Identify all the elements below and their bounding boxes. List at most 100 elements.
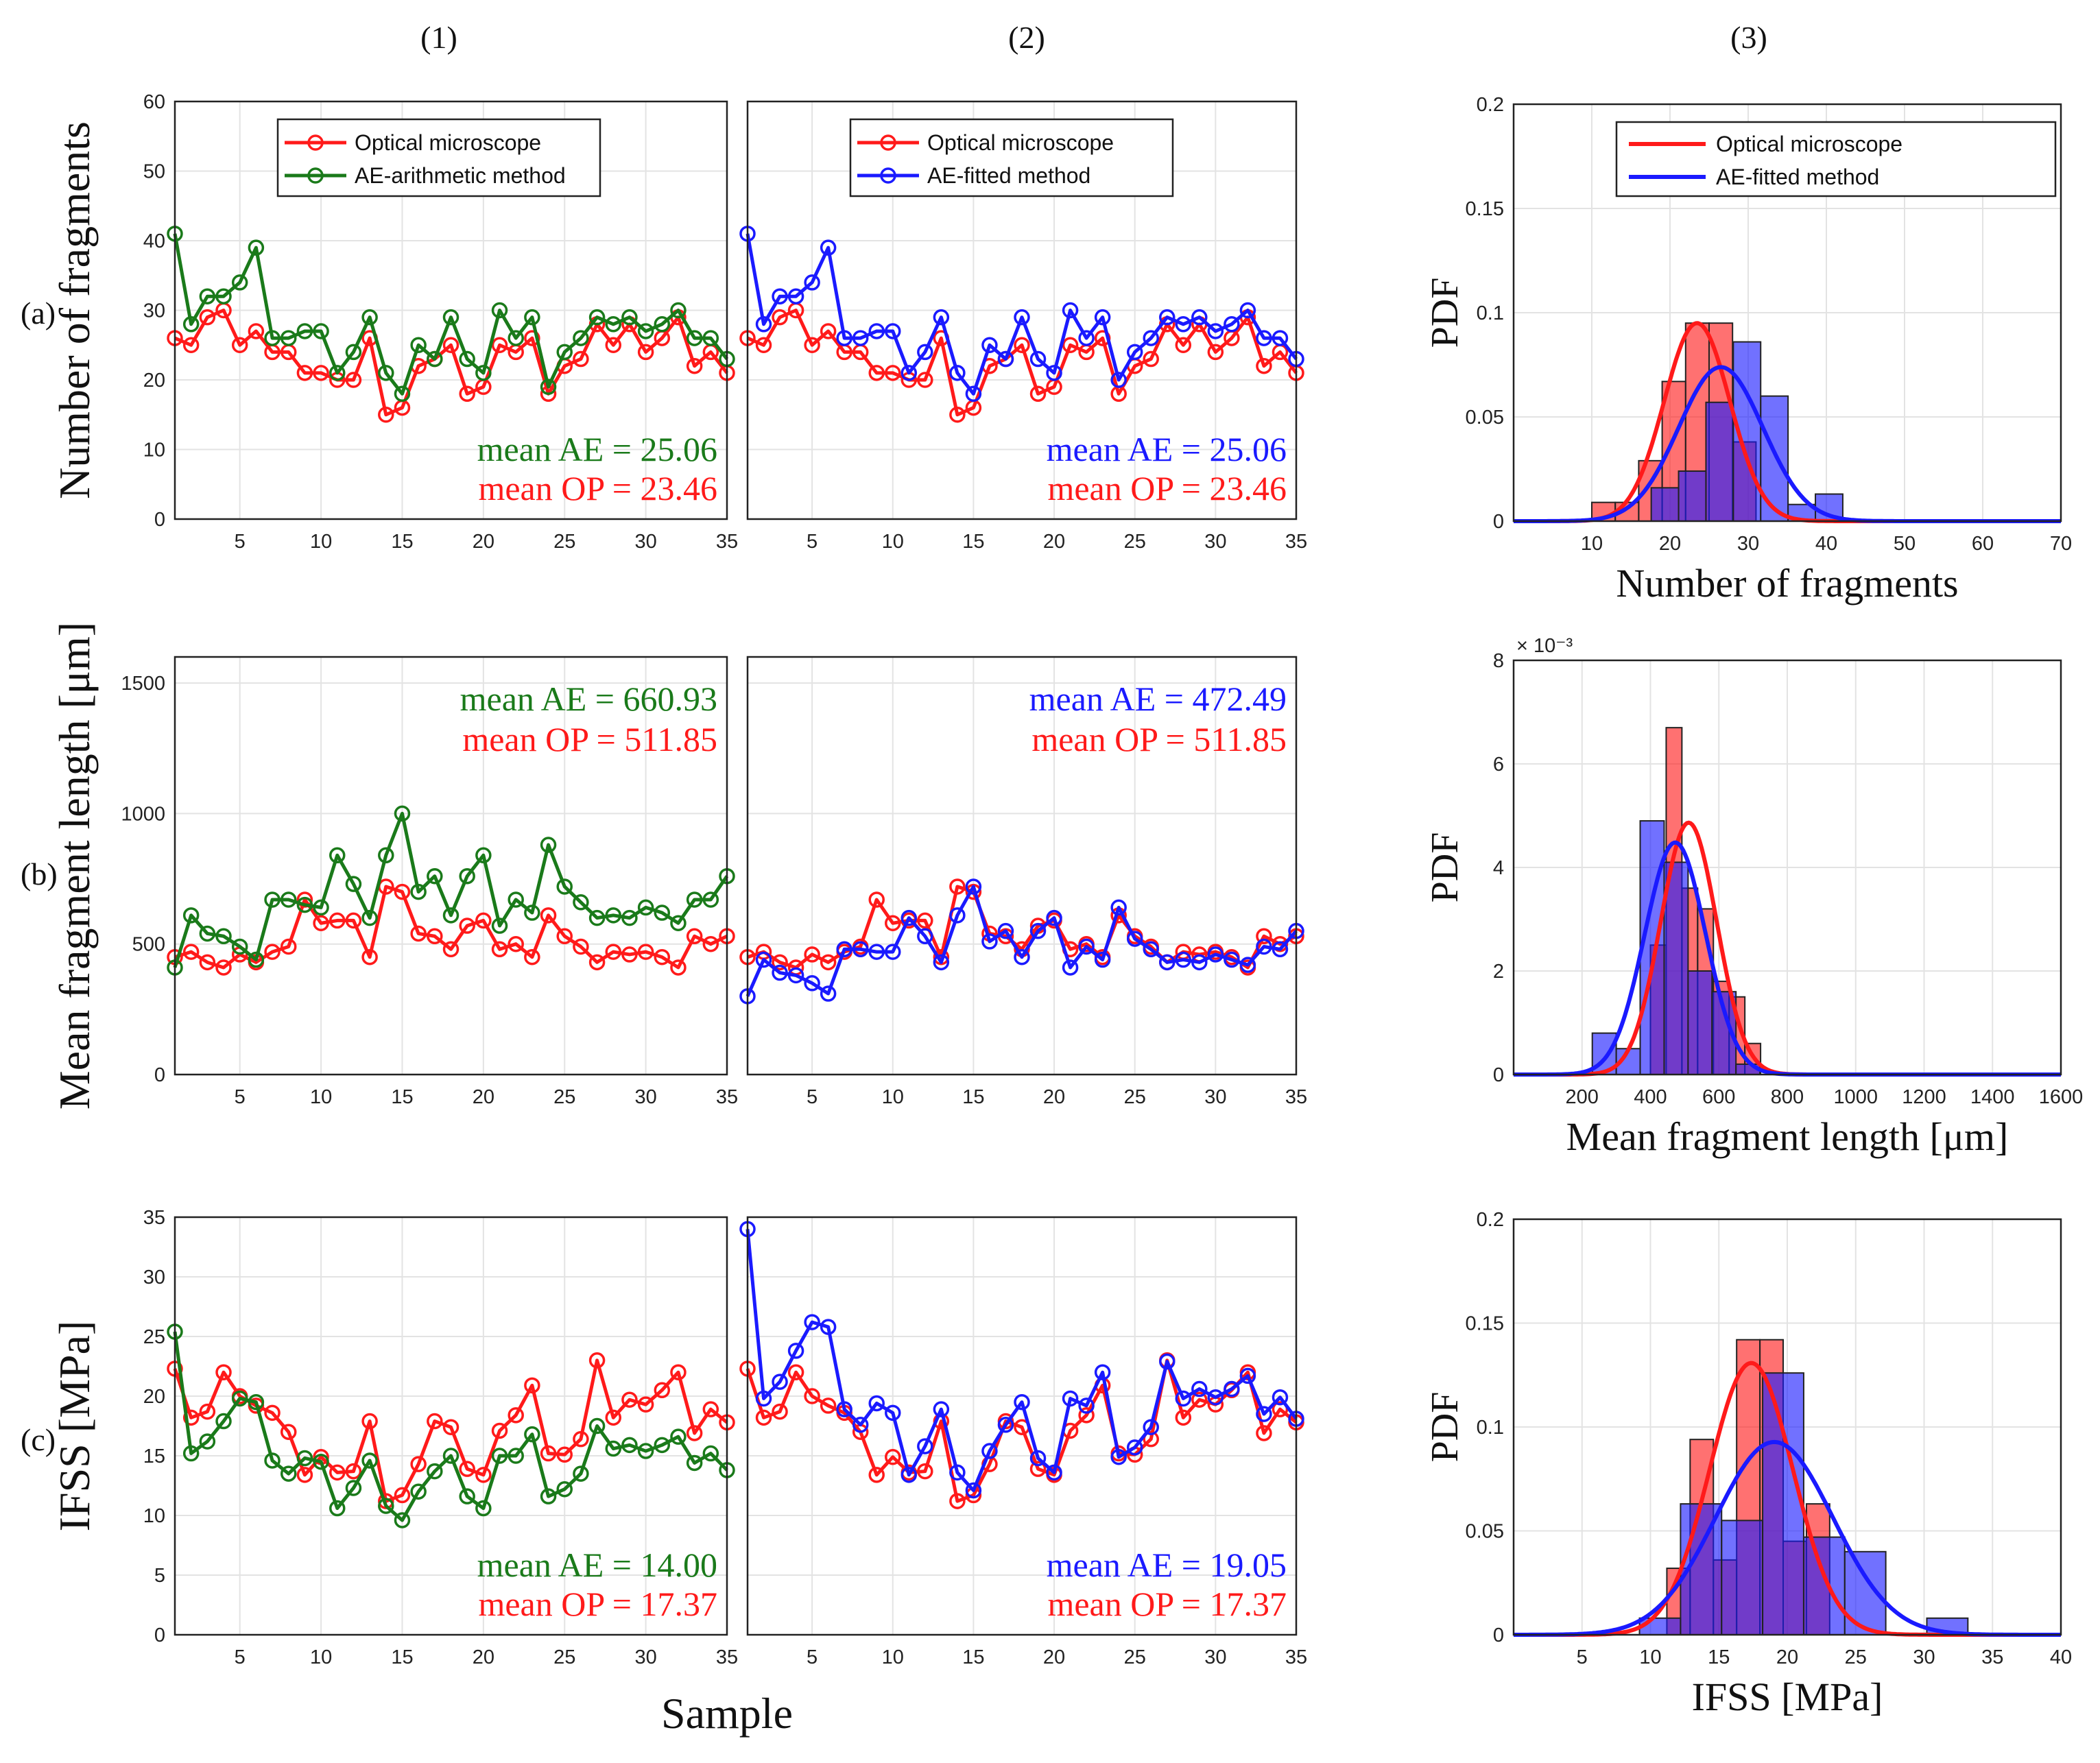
y-tick-label: 10 bbox=[143, 440, 165, 461]
data-point bbox=[637, 944, 654, 960]
x-tick-label: 30 bbox=[1204, 1086, 1226, 1108]
x-tick-label: 10 bbox=[882, 531, 904, 553]
x-tick-label: 20 bbox=[1659, 533, 1681, 555]
data-point bbox=[852, 1417, 869, 1433]
row-label: (a) bbox=[21, 296, 56, 331]
x-tick-label: 30 bbox=[634, 531, 656, 553]
data-point bbox=[313, 899, 329, 916]
histogram-bar-ae_fitted bbox=[1802, 1536, 1846, 1636]
data-point bbox=[1175, 1390, 1192, 1407]
data-point bbox=[345, 1463, 362, 1480]
x-tick-label: 25 bbox=[1845, 1646, 1867, 1668]
data-point bbox=[231, 1390, 248, 1407]
data-point bbox=[556, 928, 573, 945]
data-point bbox=[182, 337, 200, 353]
data-point bbox=[1239, 1367, 1256, 1384]
data-point bbox=[1014, 948, 1030, 966]
data-point bbox=[491, 302, 508, 319]
data-point bbox=[1224, 316, 1240, 333]
data-point bbox=[313, 915, 329, 931]
data-point bbox=[605, 316, 622, 333]
data-point bbox=[329, 1500, 346, 1517]
data-point bbox=[540, 907, 557, 924]
x-tick-label: 10 bbox=[882, 1086, 904, 1108]
data-point bbox=[1143, 350, 1159, 368]
data-point bbox=[868, 944, 885, 960]
x-tick-label: 800 bbox=[1771, 1086, 1804, 1108]
data-point bbox=[702, 935, 719, 952]
data-point bbox=[654, 948, 671, 966]
data-point bbox=[772, 1374, 788, 1390]
axes-frame bbox=[746, 1216, 1298, 1636]
data-point bbox=[1143, 941, 1159, 958]
data-point bbox=[637, 899, 654, 916]
data-point bbox=[868, 323, 885, 339]
data-point bbox=[427, 928, 443, 945]
data-point bbox=[588, 909, 606, 926]
data-point bbox=[605, 907, 622, 924]
data-point bbox=[1078, 1407, 1095, 1424]
data-point bbox=[965, 385, 982, 403]
x-tick-label: 35 bbox=[716, 1646, 738, 1668]
legend: Optical microscope AE-fitted method bbox=[1615, 121, 2057, 197]
y-axis-label: IFSS [MPa] bbox=[50, 1321, 99, 1532]
data-point bbox=[804, 274, 820, 291]
x-tick-label: 15 bbox=[962, 1086, 984, 1108]
axes-frame bbox=[746, 100, 1298, 520]
data-point bbox=[394, 805, 411, 822]
data-point bbox=[231, 274, 248, 291]
x-tick-label: 20 bbox=[473, 531, 494, 553]
data-point bbox=[949, 878, 966, 895]
column-label: (2) bbox=[1008, 20, 1045, 55]
legend-box bbox=[276, 118, 601, 197]
data-point bbox=[1078, 1398, 1095, 1414]
series-line-ae_fitted bbox=[745, 233, 1298, 396]
data-point bbox=[981, 337, 998, 353]
x-tick-label: 5 bbox=[235, 1646, 246, 1668]
data-point bbox=[1110, 1448, 1127, 1465]
data-point bbox=[885, 944, 901, 960]
data-point bbox=[573, 1430, 589, 1448]
x-tick-label: 5 bbox=[1577, 1646, 1588, 1668]
data-point bbox=[540, 837, 557, 853]
data-point bbox=[199, 925, 216, 942]
data-point bbox=[459, 1461, 475, 1477]
data-point bbox=[264, 1452, 281, 1469]
x-tick-label: 15 bbox=[391, 1086, 413, 1108]
series-line-optical bbox=[174, 309, 728, 417]
y-tick-label: 0.2 bbox=[1477, 1209, 1504, 1231]
data-point bbox=[280, 330, 297, 346]
x-tick-label: 35 bbox=[716, 1086, 738, 1108]
data-point bbox=[755, 337, 772, 353]
data-point bbox=[787, 288, 804, 304]
data-point bbox=[524, 330, 540, 346]
data-point bbox=[949, 1493, 966, 1509]
x-tick-label: 20 bbox=[1043, 1086, 1065, 1108]
data-point bbox=[1256, 1406, 1272, 1422]
y-tick-label: 1000 bbox=[121, 803, 165, 825]
data-point bbox=[1094, 309, 1111, 326]
data-point bbox=[345, 876, 362, 892]
data-point bbox=[1256, 357, 1272, 374]
data-point bbox=[1046, 365, 1062, 381]
data-point bbox=[264, 944, 281, 960]
data-point bbox=[1014, 1393, 1030, 1411]
chart-panel-a2: 5 10 15 20 25 30 35 Optical microscope AE-fitted… bbox=[739, 100, 1307, 553]
y-axis-label: PDF bbox=[1424, 278, 1466, 348]
data-point bbox=[868, 365, 885, 381]
data-point bbox=[296, 365, 313, 381]
y-tick-label: 4 bbox=[1493, 857, 1504, 879]
x-tick-label: 5 bbox=[807, 531, 818, 553]
legend-marker bbox=[880, 134, 896, 151]
data-point bbox=[1046, 909, 1062, 926]
data-point bbox=[1239, 302, 1256, 319]
data-point bbox=[1207, 323, 1224, 339]
x-tick-label: 15 bbox=[391, 1646, 413, 1668]
y-tick-label: 0.1 bbox=[1477, 302, 1504, 324]
x-tick-label: 5 bbox=[807, 1646, 818, 1668]
data-point bbox=[670, 959, 687, 976]
data-point bbox=[933, 309, 950, 326]
data-point bbox=[1272, 330, 1289, 346]
data-point bbox=[215, 959, 232, 976]
